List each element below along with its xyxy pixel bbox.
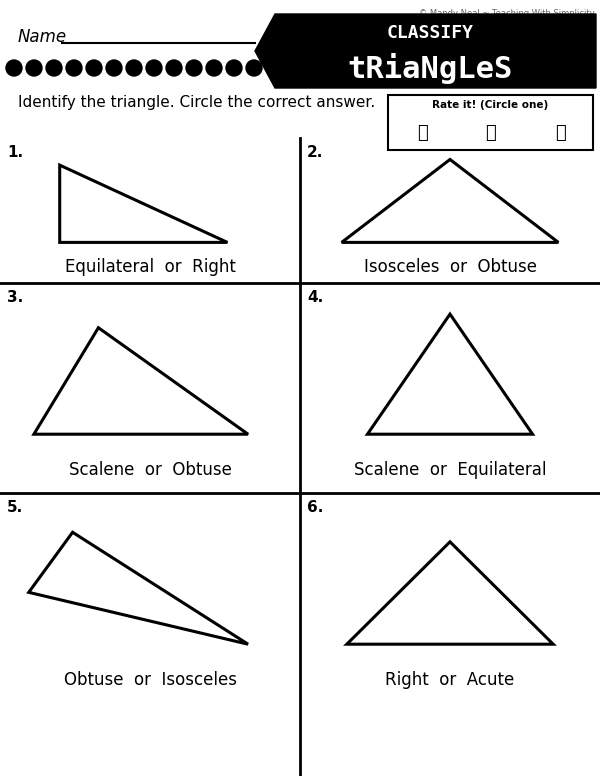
Text: Right  or  Acute: Right or Acute bbox=[385, 671, 515, 689]
Polygon shape bbox=[347, 542, 553, 644]
Polygon shape bbox=[255, 14, 596, 88]
Circle shape bbox=[146, 60, 162, 76]
Text: CLASSIFY: CLASSIFY bbox=[386, 24, 473, 42]
Text: © Mandy Neal ~ Teaching With Simplicity: © Mandy Neal ~ Teaching With Simplicity bbox=[419, 9, 595, 18]
Bar bbox=[388, 95, 593, 150]
Circle shape bbox=[126, 60, 142, 76]
Text: 👍: 👍 bbox=[416, 124, 427, 142]
Circle shape bbox=[246, 60, 262, 76]
Text: Scalene  or  Obtuse: Scalene or Obtuse bbox=[68, 461, 232, 479]
Polygon shape bbox=[341, 159, 559, 242]
Text: Identify the triangle. Circle the correct answer.: Identify the triangle. Circle the correc… bbox=[18, 95, 375, 109]
Circle shape bbox=[226, 60, 242, 76]
Text: Equilateral  or  Right: Equilateral or Right bbox=[65, 258, 235, 276]
Circle shape bbox=[86, 60, 102, 76]
Text: 2.: 2. bbox=[307, 145, 323, 160]
Polygon shape bbox=[60, 165, 227, 242]
Circle shape bbox=[106, 60, 122, 76]
Polygon shape bbox=[367, 314, 533, 435]
Circle shape bbox=[66, 60, 82, 76]
Circle shape bbox=[26, 60, 42, 76]
Text: 6.: 6. bbox=[307, 500, 323, 515]
Text: tRiaNgLeS: tRiaNgLeS bbox=[347, 53, 512, 84]
Text: Obtuse  or  Isosceles: Obtuse or Isosceles bbox=[64, 671, 236, 689]
Text: 5.: 5. bbox=[7, 500, 23, 515]
Circle shape bbox=[266, 60, 282, 76]
Polygon shape bbox=[34, 327, 248, 435]
Text: Rate it! (Circle one): Rate it! (Circle one) bbox=[432, 100, 548, 110]
Text: 3.: 3. bbox=[7, 290, 23, 305]
Text: Name: Name bbox=[18, 28, 67, 46]
Text: 🤚: 🤚 bbox=[485, 124, 496, 142]
Text: 👎: 👎 bbox=[554, 124, 565, 142]
Text: 4.: 4. bbox=[307, 290, 323, 305]
Text: Scalene  or  Equilateral: Scalene or Equilateral bbox=[354, 461, 546, 479]
Circle shape bbox=[166, 60, 182, 76]
Text: 1.: 1. bbox=[7, 145, 23, 160]
Text: Isosceles  or  Obtuse: Isosceles or Obtuse bbox=[364, 258, 536, 276]
Circle shape bbox=[206, 60, 222, 76]
Circle shape bbox=[6, 60, 22, 76]
Circle shape bbox=[186, 60, 202, 76]
Circle shape bbox=[46, 60, 62, 76]
Polygon shape bbox=[29, 532, 248, 644]
